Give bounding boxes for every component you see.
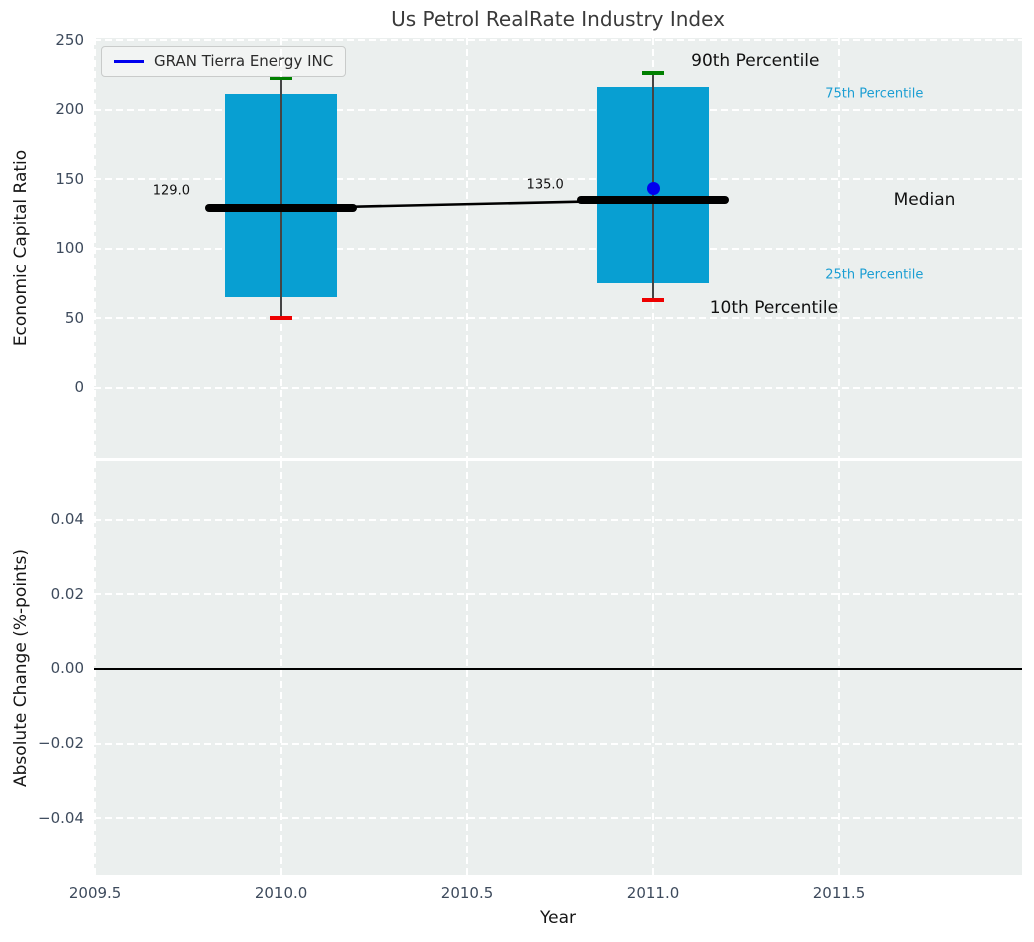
gridline-v [838,461,840,875]
median-segment [576,196,730,205]
ytick-label: 200 [55,100,84,119]
xtick-label: 2011.5 [812,884,866,902]
x-axis-label: Year [540,908,576,928]
ytick-label: −0.02 [38,734,84,753]
xtick-label: 2010.0 [254,884,308,902]
p90-cap [642,71,664,75]
gridline-v [94,38,97,458]
percentile-label: 75th Percentile [825,86,924,102]
ytick-label: 50 [64,308,84,327]
gridline-h [94,386,1022,389]
gridline-h [94,39,1022,42]
gridline-h [94,108,1022,111]
legend: GRAN Tierra Energy INC [101,46,347,77]
xtick-label: 2011.0 [626,884,680,902]
ytick-label: 0.00 [50,659,84,678]
median-annotation: 129.0 [152,183,190,199]
gridline-h [94,593,1022,596]
ytick-label: 0.04 [50,510,84,529]
gridline-v [466,38,469,458]
legend-line-swatch [114,59,144,63]
gridline-h [94,247,1022,250]
gridline-h [94,317,1022,320]
gridline-v [652,461,655,875]
ytick-label: 250 [55,30,84,49]
ytick-label: 0 [74,378,84,397]
gridline-h [94,518,1022,521]
median-segment [204,204,358,213]
p10-cap [270,316,292,320]
chart-title: Us Petrol RealRate Industry Index [391,7,725,31]
company-point [646,181,660,195]
gridline-h [94,817,1022,820]
xtick-label: 2009.5 [68,884,122,902]
gridline-h [94,742,1022,745]
ytick-label: 150 [55,169,84,188]
gridline-v [838,38,840,458]
p90-cap [270,76,292,81]
gridline-v [94,461,97,875]
ytick-label: −0.04 [38,808,84,827]
zero-line [94,668,1022,670]
p10-cap [642,298,664,302]
xtick-label: 2010.5 [440,884,494,902]
gridline-v [466,461,469,875]
legend-label: GRAN Tierra Energy INC [154,52,334,70]
percentile-label: 10th Percentile [709,298,839,319]
whisker-line [280,78,282,319]
ytick-label: 100 [55,239,84,258]
ytick-label: 0.02 [50,584,84,603]
median-annotation: 135.0 [526,177,564,193]
percentile-label: 25th Percentile [825,267,924,283]
percentile-label: 90th Percentile [691,51,820,72]
gridline-h [94,178,1022,181]
gridline-v [280,461,283,875]
percentile-label: Median [893,189,956,210]
